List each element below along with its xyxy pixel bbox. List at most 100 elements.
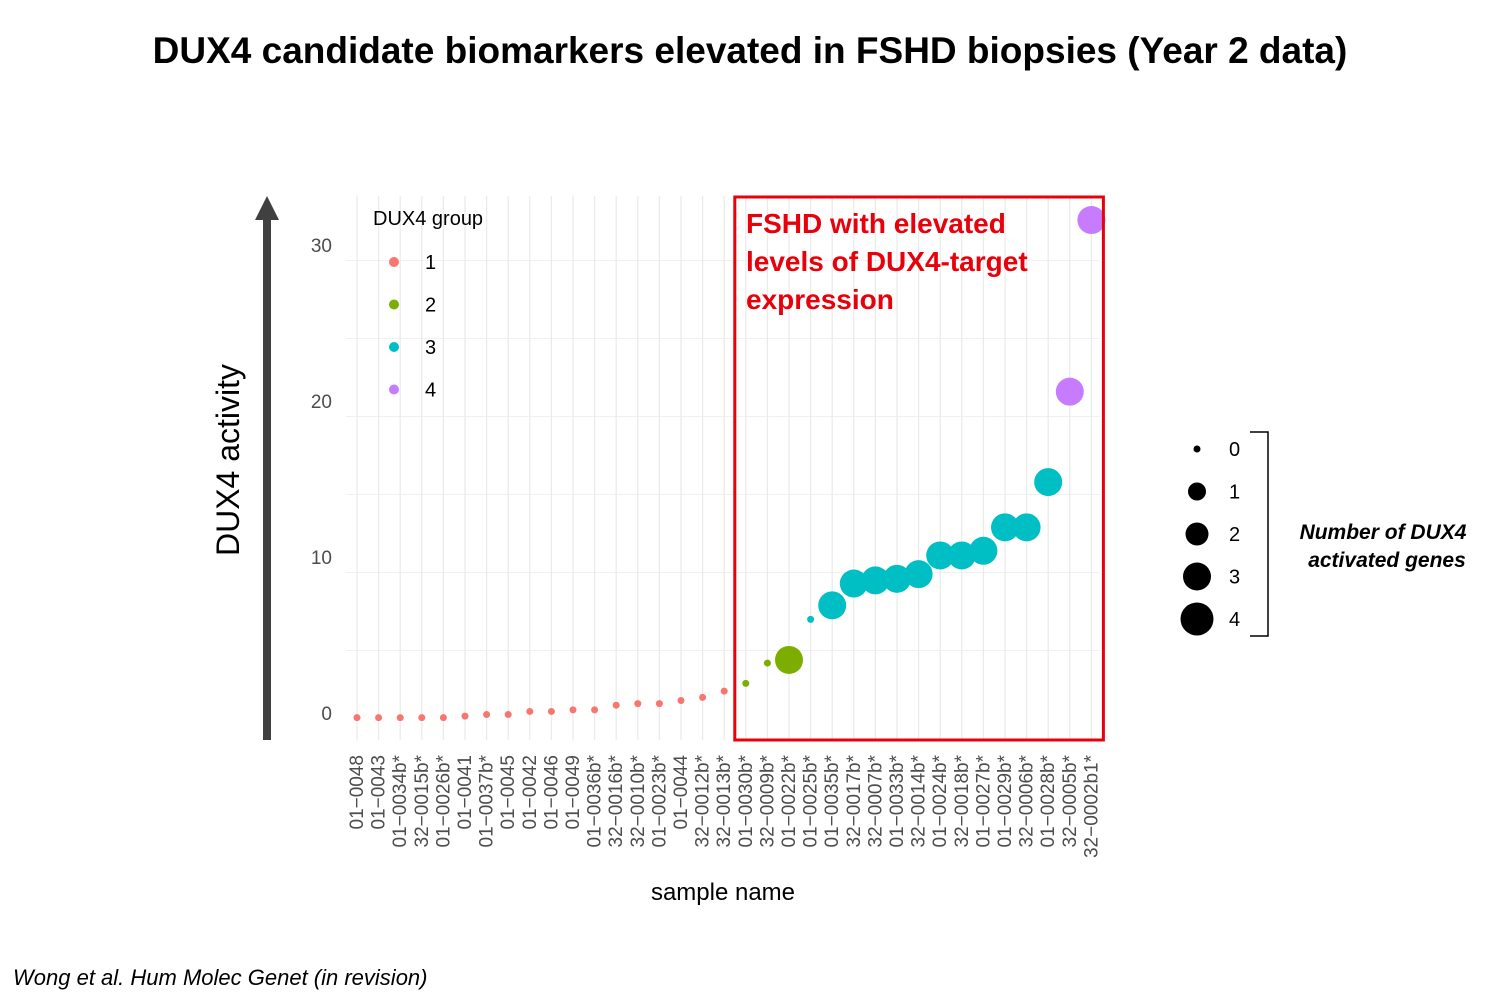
data-point xyxy=(439,714,447,722)
group-legend-key xyxy=(389,342,399,352)
group-legend: DUX4 group 1 2 3 4 xyxy=(373,208,483,402)
group-legend-key xyxy=(389,299,399,310)
data-point xyxy=(591,706,599,714)
x-tick-label: 32−0007b* xyxy=(865,754,886,847)
group-legend-key xyxy=(389,384,399,395)
data-point xyxy=(547,707,555,715)
data-point xyxy=(483,711,491,719)
data-points xyxy=(353,206,1106,722)
x-tick-label: 01−0036b* xyxy=(585,754,606,847)
elevated-fshd-box xyxy=(733,195,1105,742)
x-axis-ticks: 01−0048 01−0043 01−0034b* 32−0015b* 01−0026b… xyxy=(347,754,1102,858)
size-legend-label: 0 xyxy=(1229,439,1240,461)
grid xyxy=(346,196,1100,740)
data-point xyxy=(353,714,361,722)
size-legend-bracket xyxy=(1250,431,1269,637)
x-tick-label: 01−0028b* xyxy=(1038,754,1059,847)
group-legend-label: 2 xyxy=(425,295,436,317)
x-tick-label: 32−0005b* xyxy=(1060,754,1081,847)
x-tick-label: 01−0037b* xyxy=(477,754,498,847)
x-tick-label: 01−0044 xyxy=(671,755,692,830)
size-legend-title-1: Number of DUX4 xyxy=(1300,521,1467,544)
x-tick-label: 01−0041 xyxy=(455,755,476,830)
data-point xyxy=(839,569,868,598)
data-point xyxy=(807,615,815,623)
data-point xyxy=(461,712,469,720)
size-legend-key xyxy=(1180,602,1214,636)
x-tick-label: 32−0012b* xyxy=(693,754,714,847)
data-point xyxy=(612,701,620,709)
data-point xyxy=(969,536,998,565)
data-point xyxy=(861,566,890,595)
size-legend-key xyxy=(1183,562,1211,591)
x-tick-label: 01−0022b* xyxy=(779,754,800,847)
data-point xyxy=(634,700,642,708)
annotation-line-2: levels of DUX4-target xyxy=(746,246,1028,277)
size-legend-label: 3 xyxy=(1229,567,1240,589)
group-legend-title: DUX4 group xyxy=(373,208,483,230)
y-tick-label: 30 xyxy=(311,236,332,257)
data-point xyxy=(904,560,933,589)
data-point xyxy=(991,513,1019,542)
data-point xyxy=(418,714,426,722)
data-point xyxy=(763,659,771,667)
x-tick-label: 01−0024b* xyxy=(930,754,951,847)
data-point xyxy=(677,697,685,705)
data-point xyxy=(926,541,955,570)
citation: Wong et al. Hum Molec Genet (in revision… xyxy=(13,965,428,990)
data-point xyxy=(947,541,976,570)
x-axis-label: sample name xyxy=(651,879,795,906)
size-legend-title-2: activated genes xyxy=(1308,549,1466,572)
size-legend-key xyxy=(1185,522,1209,546)
size-legend-label: 2 xyxy=(1229,524,1240,546)
x-tick-label: 32−0018b* xyxy=(952,754,973,847)
x-tick-label: 32−0010b* xyxy=(628,754,649,847)
data-point xyxy=(742,679,750,687)
size-legend-key xyxy=(1193,445,1201,453)
y-axis-ticks: 0 10 20 30 xyxy=(311,236,332,725)
data-point xyxy=(569,706,577,714)
group-legend-label: 4 xyxy=(425,380,436,402)
x-tick-label: 01−0043 xyxy=(369,755,390,830)
y-axis-arrow xyxy=(255,196,279,740)
x-tick-label: 01−0027b* xyxy=(973,754,994,847)
x-tick-label: 01−0033b* xyxy=(887,754,908,847)
annotation-line-3: expression xyxy=(746,284,894,315)
data-point xyxy=(655,700,663,708)
x-tick-label: 01−0035b* xyxy=(822,754,843,847)
x-tick-label: 01−0048 xyxy=(347,755,368,830)
x-tick-label: 01−0046 xyxy=(541,755,562,830)
size-legend-label: 4 xyxy=(1229,609,1240,631)
data-point xyxy=(1055,377,1084,406)
data-point xyxy=(526,707,534,715)
page-title: DUX4 candidate biomarkers elevated in FS… xyxy=(152,30,1348,71)
x-tick-label: 01−0042 xyxy=(520,755,541,830)
group-legend-label: 1 xyxy=(425,252,436,274)
x-tick-label: 32−0002b1* xyxy=(1081,754,1102,858)
annotation-line-1: FSHD with elevated xyxy=(746,208,1006,239)
group-legend-label: 3 xyxy=(425,337,436,359)
x-tick-label: 32−0014b* xyxy=(909,754,930,847)
data-point xyxy=(375,714,383,722)
y-tick-label: 0 xyxy=(321,704,332,725)
x-tick-label: 01−0025b* xyxy=(801,754,822,847)
x-tick-label: 32−0009b* xyxy=(757,754,778,847)
x-tick-label: 01−0045 xyxy=(498,755,519,830)
x-tick-label: 01−0034b* xyxy=(390,754,411,847)
size-legend-label: 1 xyxy=(1229,482,1240,504)
size-legend: 0 1 2 3 4 Number of DUX4 activated genes xyxy=(1180,431,1467,637)
data-point xyxy=(504,711,512,719)
x-tick-label: 01−0029b* xyxy=(995,754,1016,847)
x-tick-label: 32−0015b* xyxy=(412,754,433,847)
data-point xyxy=(396,714,404,722)
data-point xyxy=(699,693,707,701)
y-axis-label: DUX4 activity xyxy=(210,364,246,556)
y-tick-label: 10 xyxy=(311,548,332,569)
data-point xyxy=(720,687,728,695)
x-tick-label: 01−0026b* xyxy=(433,754,454,847)
data-point xyxy=(1034,468,1063,497)
data-point xyxy=(1077,206,1106,235)
x-tick-label: 01−0023b* xyxy=(649,754,670,847)
x-tick-label: 32−0013b* xyxy=(714,754,735,847)
